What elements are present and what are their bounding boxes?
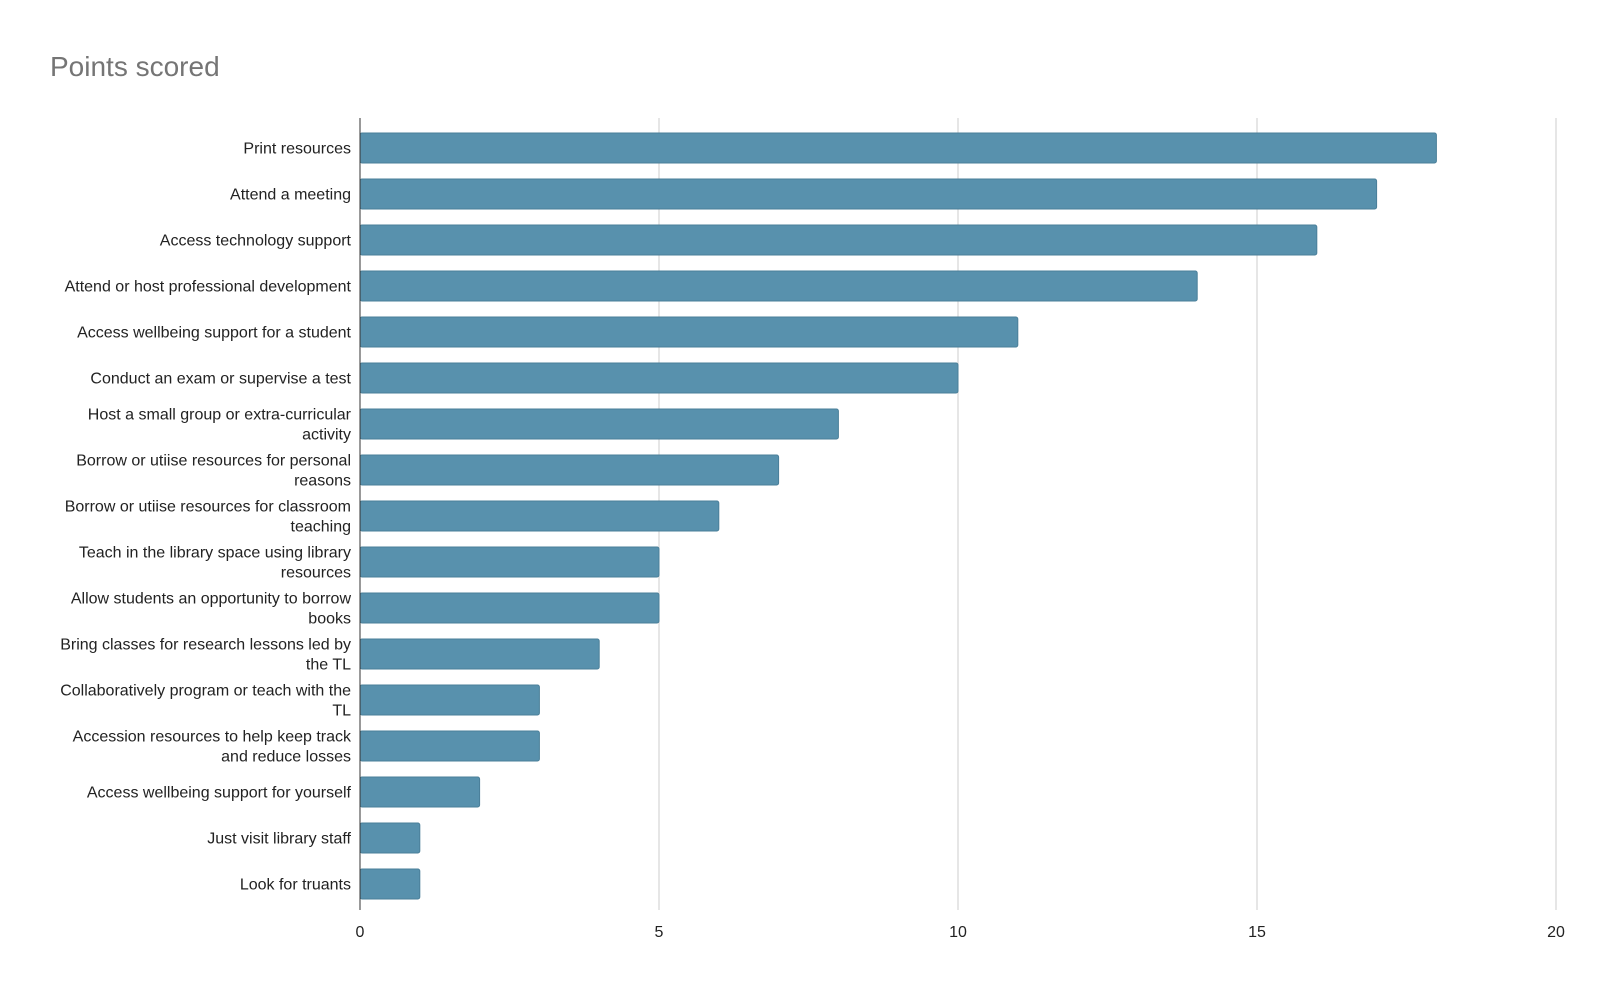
category-label: Borrow or utiise resources for classroom…: [65, 499, 351, 536]
bar: [359, 730, 540, 762]
category-labels: Print resources Attend a meeting Access te…: [60, 141, 352, 894]
category-label: Host a small group or extra-curricular ac…: [88, 407, 352, 444]
x-tick-label: 5: [655, 924, 664, 941]
bar: [359, 776, 481, 808]
bar: [359, 454, 780, 486]
x-tick-label: 20: [1547, 924, 1565, 941]
x-tick-label: 15: [1248, 924, 1266, 941]
bar: [359, 868, 421, 900]
category-label: Bring classes for research lessons led b…: [60, 637, 351, 674]
bar: [359, 178, 1378, 210]
category-label: Print resources: [243, 141, 351, 158]
chart-title: Points scored: [50, 51, 220, 82]
bar: [359, 500, 720, 532]
bar: [359, 362, 959, 394]
x-tick-labels: 0 5 10 15 20: [356, 924, 1565, 941]
category-label: Borrow or utiise resources for personal r…: [76, 453, 351, 490]
category-label: Just visit library staff: [207, 831, 351, 848]
bar: [359, 316, 1019, 348]
category-label: Access wellbeing support for yourself: [87, 785, 352, 802]
category-label: Attend a meeting: [230, 187, 351, 204]
bars: [359, 132, 1437, 900]
bar: [359, 638, 600, 670]
category-label: Collaboratively program or teach with th…: [60, 683, 351, 720]
x-tick-label: 0: [356, 924, 365, 941]
bar: [359, 684, 540, 716]
bar: [359, 822, 421, 854]
bar: [359, 546, 660, 578]
category-label: Accession resources to help keep track an…: [73, 729, 352, 766]
bar: [359, 270, 1198, 302]
bar: [359, 224, 1318, 256]
category-label: Conduct an exam or supervise a test: [90, 371, 351, 388]
category-label: Look for truants: [240, 877, 351, 894]
category-label: Access technology support: [160, 233, 352, 250]
bar: [359, 408, 839, 440]
category-label: Access wellbeing support for a student: [77, 325, 351, 342]
category-label: Allow students an opportunity to borrow b…: [71, 591, 352, 628]
bar: [359, 592, 660, 624]
x-tick-label: 10: [949, 924, 967, 941]
category-label: Attend or host professional development: [65, 279, 352, 296]
category-label: Teach in the library space using library…: [79, 545, 351, 582]
bar: [359, 132, 1437, 164]
